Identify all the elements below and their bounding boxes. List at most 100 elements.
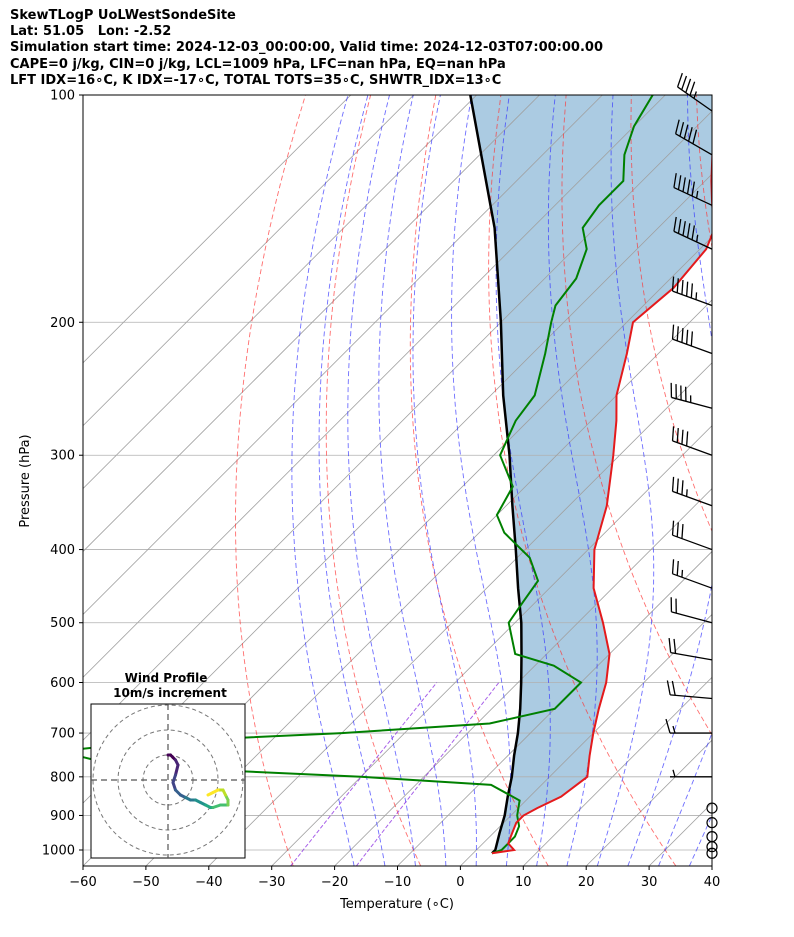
calm-barb xyxy=(706,817,718,829)
x-tick-label: 10 xyxy=(515,875,532,890)
wind-barb xyxy=(665,718,712,734)
barb-full xyxy=(691,181,695,197)
barb-full xyxy=(687,126,693,142)
barb-full xyxy=(676,72,683,88)
x-tick-label: 40 xyxy=(704,875,721,890)
isotherm-10 xyxy=(523,676,712,866)
barb-full xyxy=(676,278,679,293)
barb-full xyxy=(671,680,676,696)
wind-barb xyxy=(671,520,713,551)
isotherm--100 xyxy=(83,95,603,615)
isotherm--10 xyxy=(397,550,712,866)
barb-full xyxy=(665,718,671,734)
moist-adiabat xyxy=(291,95,355,866)
wind-barb xyxy=(706,802,718,814)
moist-adiabat xyxy=(720,95,794,866)
barb-shaft xyxy=(673,230,713,250)
barb-full xyxy=(674,119,680,134)
barb-shaft xyxy=(675,133,713,156)
isotherm--20 xyxy=(334,488,712,866)
wind-barb xyxy=(671,324,713,355)
mixing-ratio-line xyxy=(290,682,438,866)
isotherm--110 xyxy=(83,95,540,553)
dry-adiabat xyxy=(561,95,712,736)
isotherm--130 xyxy=(83,95,414,427)
wind-barb xyxy=(671,559,713,589)
dewpoint-profile-line xyxy=(83,95,654,855)
stability-indices: LFT IDX=16∘C, K IDX=-17∘C, TOTAL TOTS=35… xyxy=(10,72,502,88)
barb-full xyxy=(681,328,684,343)
barb-shaft xyxy=(670,694,713,700)
y-tick-label: 1000 xyxy=(42,844,75,859)
cape-cin-area xyxy=(470,95,712,854)
barb-half xyxy=(681,569,684,578)
x-tick-label: −60 xyxy=(69,875,96,890)
moist-adiabat xyxy=(658,731,712,866)
parcel-profile-line xyxy=(469,95,523,855)
isotherm--50 xyxy=(145,299,712,866)
barb-shaft xyxy=(672,573,713,589)
simulation-times: Simulation start time: 2024-12-03_00:00:… xyxy=(10,40,603,56)
barb-full xyxy=(676,428,679,443)
x-tick-label: 30 xyxy=(641,875,658,890)
wind-barb xyxy=(673,216,713,250)
x-axis-label: Temperature (∘C) xyxy=(339,897,454,912)
barb-full xyxy=(671,520,675,536)
barb-shaft xyxy=(670,651,713,661)
dry-adiabat xyxy=(409,95,549,866)
mixing-ratio-line xyxy=(355,682,500,866)
barb-full xyxy=(677,218,682,234)
barb-full xyxy=(690,331,694,347)
barb-shaft xyxy=(672,440,713,456)
barb-half xyxy=(695,190,699,199)
barb-half xyxy=(693,91,697,99)
wind-barb xyxy=(671,426,713,456)
dry-adiabat xyxy=(488,95,677,866)
wind-barb xyxy=(706,847,718,859)
barb-full xyxy=(690,283,694,298)
isotherm--120 xyxy=(83,95,477,490)
barb-shaft xyxy=(672,338,713,355)
barb-full xyxy=(685,281,689,297)
barb-full xyxy=(685,78,692,93)
calm-barb xyxy=(706,831,718,843)
barb-full xyxy=(681,279,684,295)
isotherm--140 xyxy=(83,95,352,364)
barb-half xyxy=(672,725,676,734)
barb-half xyxy=(695,292,698,300)
barb-full xyxy=(681,480,684,495)
barb-half xyxy=(672,769,676,778)
barb-full xyxy=(671,559,675,574)
barb-shaft xyxy=(671,396,713,409)
barb-full xyxy=(686,223,691,238)
wind-barb xyxy=(670,597,713,624)
wind-barb xyxy=(671,276,713,307)
barb-full xyxy=(676,560,679,576)
barb-full xyxy=(681,524,684,539)
barb-full xyxy=(673,216,677,232)
barb-full xyxy=(673,638,677,654)
axes: −60 −50 −40 −30 −20 −10 0 10 20 30 40 100 200 300 400 5… xyxy=(42,89,720,891)
barb-shaft xyxy=(677,86,713,112)
isotherm--80 xyxy=(83,110,712,741)
cape-shading xyxy=(470,95,712,854)
moist-adiabat xyxy=(596,95,655,866)
y-tick-label: 200 xyxy=(50,316,75,331)
barb-full xyxy=(671,426,675,441)
x-tick-label: −20 xyxy=(321,875,348,890)
barb-full xyxy=(666,680,671,695)
barb-shaft xyxy=(672,534,713,551)
barb-shaft xyxy=(672,490,713,507)
barb-shaft xyxy=(671,611,713,624)
y-tick-label: 600 xyxy=(50,676,75,691)
wind-barb xyxy=(676,72,713,112)
barb-full xyxy=(676,478,679,494)
x-tick-label: 0 xyxy=(456,875,464,890)
barb-half xyxy=(685,489,688,497)
moist-adiabat xyxy=(547,95,598,866)
barb-shaft xyxy=(673,186,713,206)
wind-barb xyxy=(674,119,713,156)
hodograph-segment xyxy=(206,791,215,797)
x-tick-label: −10 xyxy=(384,875,411,890)
